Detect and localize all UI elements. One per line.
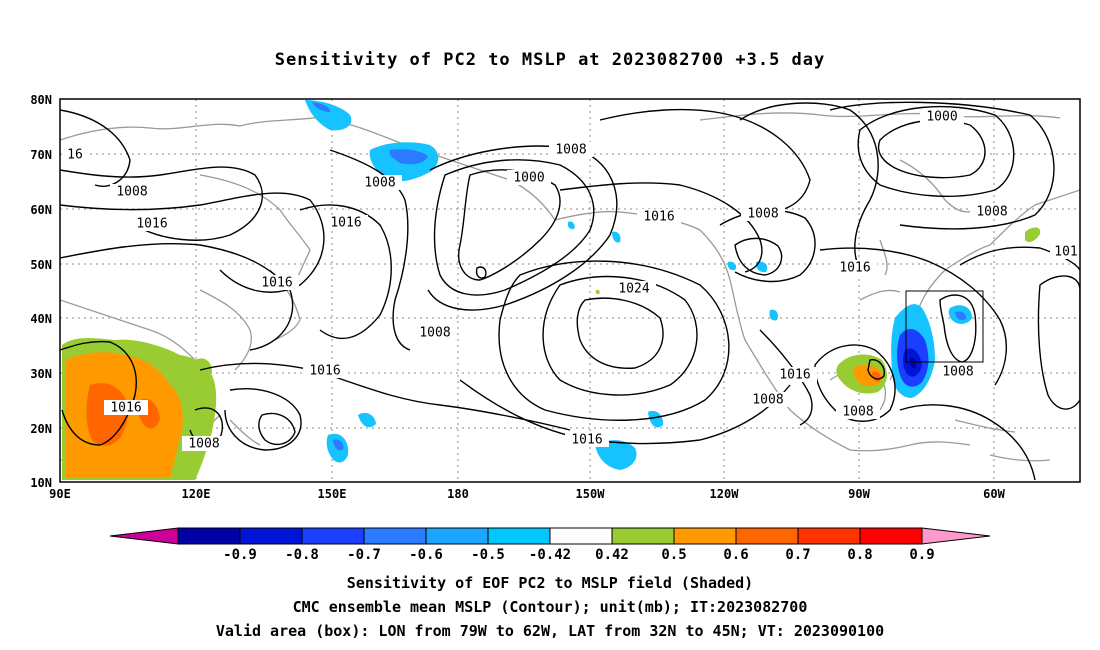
caption-line-2: CMC ensemble mean MSLP (Contour); unit(m…	[292, 598, 808, 616]
contour-label: 1008	[842, 405, 873, 420]
colorbar-tick-label: 0.42	[595, 547, 629, 563]
colorbar-segment	[301, 527, 365, 545]
colorbar-max-arrow	[921, 527, 991, 545]
lon-label: 150E	[318, 487, 347, 501]
contour-label: 1016	[839, 261, 870, 276]
colorbar-tick-label: -0.9	[223, 547, 257, 563]
contour-label: 1016	[261, 276, 292, 291]
contour-label: 1008	[364, 176, 395, 191]
lon-label: 180	[447, 487, 469, 501]
lon-label: 90E	[49, 487, 71, 501]
caption-line-1: Sensitivity of EOF PC2 to MSLP field (Sh…	[346, 574, 754, 592]
lat-label: 10N	[30, 476, 52, 490]
colorbar-segment	[177, 527, 241, 545]
contour-labels: 16 1008 1008 1016 1016 1016 1016 1016 10…	[63, 109, 1080, 452]
contour-label: 1016	[571, 433, 602, 448]
colorbar: -0.9 -0.8 -0.7 -0.6 -0.5 -0.42 0.42 0.5 0.6 0.7 0.…	[109, 527, 991, 563]
colorbar-segment	[859, 527, 923, 545]
latitude-axis: 80N 70N 60N 50N 40N 30N 20N 10N	[30, 93, 52, 490]
lon-label: 120E	[182, 487, 211, 501]
colorbar-tick-label: 0.6	[723, 547, 748, 563]
colorbar-segment	[735, 527, 799, 545]
contour-label: 1016	[779, 368, 810, 383]
map-title: Sensitivity of PC2 to MSLP at 2023082700…	[274, 50, 826, 70]
longitude-axis: 90E 120E 150E 180 150W 120W 90W 60W	[49, 487, 1005, 501]
contour-label: 1000	[513, 171, 544, 186]
contour-label: 1008	[419, 326, 450, 341]
lat-label: 20N	[30, 422, 52, 436]
lon-label: 90W	[848, 487, 870, 501]
contour-label: 1016	[136, 217, 167, 232]
caption-line-3: Valid area (box): LON from 79W to 62W, L…	[215, 622, 885, 640]
colorbar-tick-label: -0.7	[347, 547, 381, 563]
colorbar-tick-label: -0.8	[285, 547, 319, 563]
lon-label: 60W	[983, 487, 1005, 501]
contour-label: 1008	[555, 143, 586, 158]
valid-area-box	[905, 290, 984, 363]
contour-label: 1016	[330, 216, 361, 231]
contour-label: 1008	[942, 365, 973, 380]
contour-label: 1008	[747, 207, 778, 222]
contour-label: 1016	[110, 401, 141, 416]
colorbar-segment	[487, 527, 551, 545]
colorbar-segment	[239, 527, 303, 545]
contour-label: 1024	[618, 282, 649, 297]
map-border	[59, 98, 1081, 483]
colorbar-segment	[611, 527, 675, 545]
contour-label: 1008	[752, 393, 783, 408]
lat-label: 60N	[30, 203, 52, 217]
colorbar-segment	[425, 527, 489, 545]
colorbar-segment	[549, 527, 613, 545]
contour-label: 16	[67, 148, 83, 163]
lat-label: 50N	[30, 258, 52, 272]
colorbar-segment	[363, 527, 427, 545]
lat-label: 30N	[30, 367, 52, 381]
contour-label: 1008	[976, 205, 1007, 220]
colorbar-tick-label: -0.5	[471, 547, 505, 563]
colorbar-tick-label: 0.7	[785, 547, 810, 563]
colorbar-tick-label: 0.8	[847, 547, 872, 563]
contour-label: 1016	[643, 210, 674, 225]
lat-label: 80N	[30, 93, 52, 107]
colorbar-tick-label: 0.9	[909, 547, 934, 563]
colorbar-segment	[797, 527, 861, 545]
lon-label: 120W	[710, 487, 740, 501]
contour-label: 1008	[188, 437, 219, 452]
lat-label: 40N	[30, 312, 52, 326]
colorbar-tick-label: -0.42	[529, 547, 571, 563]
mslp-contours	[60, 101, 1080, 481]
colorbar-tick-label: 0.5	[661, 547, 686, 563]
lon-label: 150W	[576, 487, 606, 501]
colorbar-segment	[673, 527, 737, 545]
colorbar-min-arrow	[109, 527, 179, 545]
contour-label: 1008	[116, 185, 147, 200]
contour-label: 101	[1054, 245, 1077, 260]
contour-label: 1000	[926, 110, 957, 125]
colorbar-tick-label: -0.6	[409, 547, 443, 563]
contour-label: 1016	[309, 364, 340, 379]
lat-label: 70N	[30, 148, 52, 162]
